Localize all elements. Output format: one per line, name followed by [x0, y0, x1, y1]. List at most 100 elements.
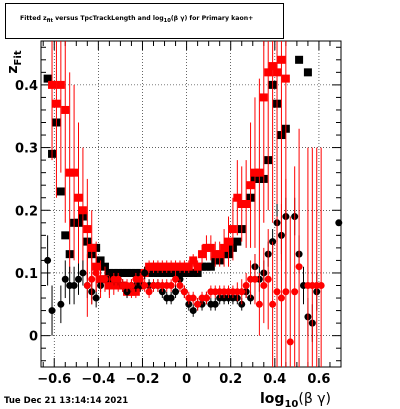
x-axis-label-tail: (β γ): [298, 391, 331, 407]
data-point-circle: [92, 294, 100, 302]
data-point-square: [228, 225, 237, 234]
data-point-circle: [44, 256, 52, 264]
data-point-square: [281, 74, 290, 83]
data-point-square: [198, 250, 207, 259]
data-point-circle: [255, 300, 263, 308]
data-point-circle: [202, 294, 210, 302]
data-point-square: [250, 168, 259, 177]
data-point-square: [87, 243, 96, 252]
data-point-circle: [282, 288, 290, 296]
data-point-square: [65, 168, 74, 177]
data-point-square: [220, 243, 229, 252]
data-point-circle: [273, 288, 281, 296]
data-point-square: [189, 256, 198, 265]
data-point-square: [268, 62, 277, 71]
data-point-circle: [114, 275, 122, 283]
x-tick-label: −0.4: [81, 372, 115, 387]
series-1: [48, 41, 290, 299]
data-point-square: [162, 262, 171, 271]
x-tick-label: 0.4: [263, 372, 286, 387]
data-point-square: [149, 262, 158, 271]
data-point-circle: [70, 282, 78, 289]
data-point-square: [52, 99, 61, 108]
data-point-square: [171, 262, 180, 271]
data-point-circle: [317, 282, 325, 289]
data-point-circle: [61, 275, 69, 283]
data-point-circle: [176, 282, 184, 289]
data-point-square: [237, 200, 246, 208]
data-point-square: [206, 243, 215, 252]
data-point-circle: [286, 338, 294, 346]
data-point-circle: [172, 275, 180, 283]
data-point-square: [56, 80, 65, 89]
data-point-square: [215, 250, 224, 259]
data-point-square: [180, 262, 189, 271]
data-point-circle: [180, 288, 188, 296]
data-point-circle: [88, 275, 96, 283]
data-point-square: [56, 187, 65, 196]
data-point-square: [127, 268, 136, 277]
data-point-circle: [211, 300, 219, 308]
data-point-square: [277, 55, 286, 64]
x-tick-label: 0.6: [307, 372, 330, 387]
data-point-square: [233, 237, 242, 246]
y-axis-ticks: 0 0.1 0.2 0.3 0.4: [15, 46, 341, 362]
data-point-circle: [127, 282, 135, 289]
data-point-circle: [79, 269, 87, 277]
y-tick-label: 0.2: [15, 204, 38, 219]
data-point-square: [167, 262, 176, 271]
chart-title-prefix: Fitted z: [20, 15, 47, 22]
data-point-circle: [92, 269, 100, 277]
chart-title: Fitted zfit versus TpcTrackLength and lo…: [20, 15, 253, 24]
data-point-square: [78, 206, 87, 215]
data-point-circle: [141, 282, 149, 289]
y-axis-label-sub: Fit: [13, 50, 24, 65]
grid-lines: [41, 41, 341, 367]
data-point-square: [175, 262, 184, 271]
data-point-circle: [260, 282, 268, 289]
chart-title-mid: versus TpcTrackLength and log: [52, 15, 164, 22]
chart-title-sub2: 10: [163, 18, 171, 25]
plot-frame: [40, 40, 342, 368]
data-point-square: [74, 193, 83, 202]
data-point-circle: [238, 288, 246, 296]
data-point-square: [206, 262, 215, 271]
data-point-square: [273, 68, 282, 77]
data-point-square: [259, 93, 268, 102]
data-point-square: [61, 231, 70, 240]
data-point-square: [158, 262, 167, 271]
data-point-circle: [136, 275, 144, 283]
data-point-circle: [269, 300, 277, 308]
data-point-square: [61, 105, 70, 114]
data-point-square: [48, 80, 57, 89]
data-point-square: [145, 262, 154, 271]
data-point-square: [255, 168, 264, 177]
data-point-circle: [295, 263, 303, 271]
data-point-square: [224, 237, 233, 246]
data-point-square: [70, 168, 79, 177]
data-marks: [43, 41, 343, 367]
data-point-circle: [189, 294, 197, 302]
data-point-square: [202, 243, 211, 252]
data-point-circle: [83, 282, 91, 289]
data-point-circle: [141, 269, 149, 277]
data-point-square: [184, 262, 193, 271]
x-tick-label: 0: [182, 372, 191, 387]
chart-title-suffix: (β γ) for Primary kaon+: [170, 15, 254, 22]
data-point-circle: [291, 288, 299, 296]
data-point-circle: [277, 294, 285, 302]
data-point-square: [123, 268, 132, 277]
y-tick-label: 0.3: [15, 142, 38, 157]
data-point-square: [118, 268, 127, 277]
data-point-circle: [167, 294, 175, 302]
data-point-circle: [48, 307, 56, 315]
chart-title-box: Fitted zfit versus TpcTrackLength and lo…: [5, 3, 284, 39]
y-tick-label: 0.4: [15, 79, 38, 94]
data-point-circle: [172, 288, 180, 296]
x-tick-label: −0.2: [126, 372, 160, 387]
data-point-square: [43, 74, 52, 83]
data-point-square: [193, 262, 202, 271]
data-point-circle: [251, 275, 259, 283]
data-point-circle: [105, 282, 113, 289]
